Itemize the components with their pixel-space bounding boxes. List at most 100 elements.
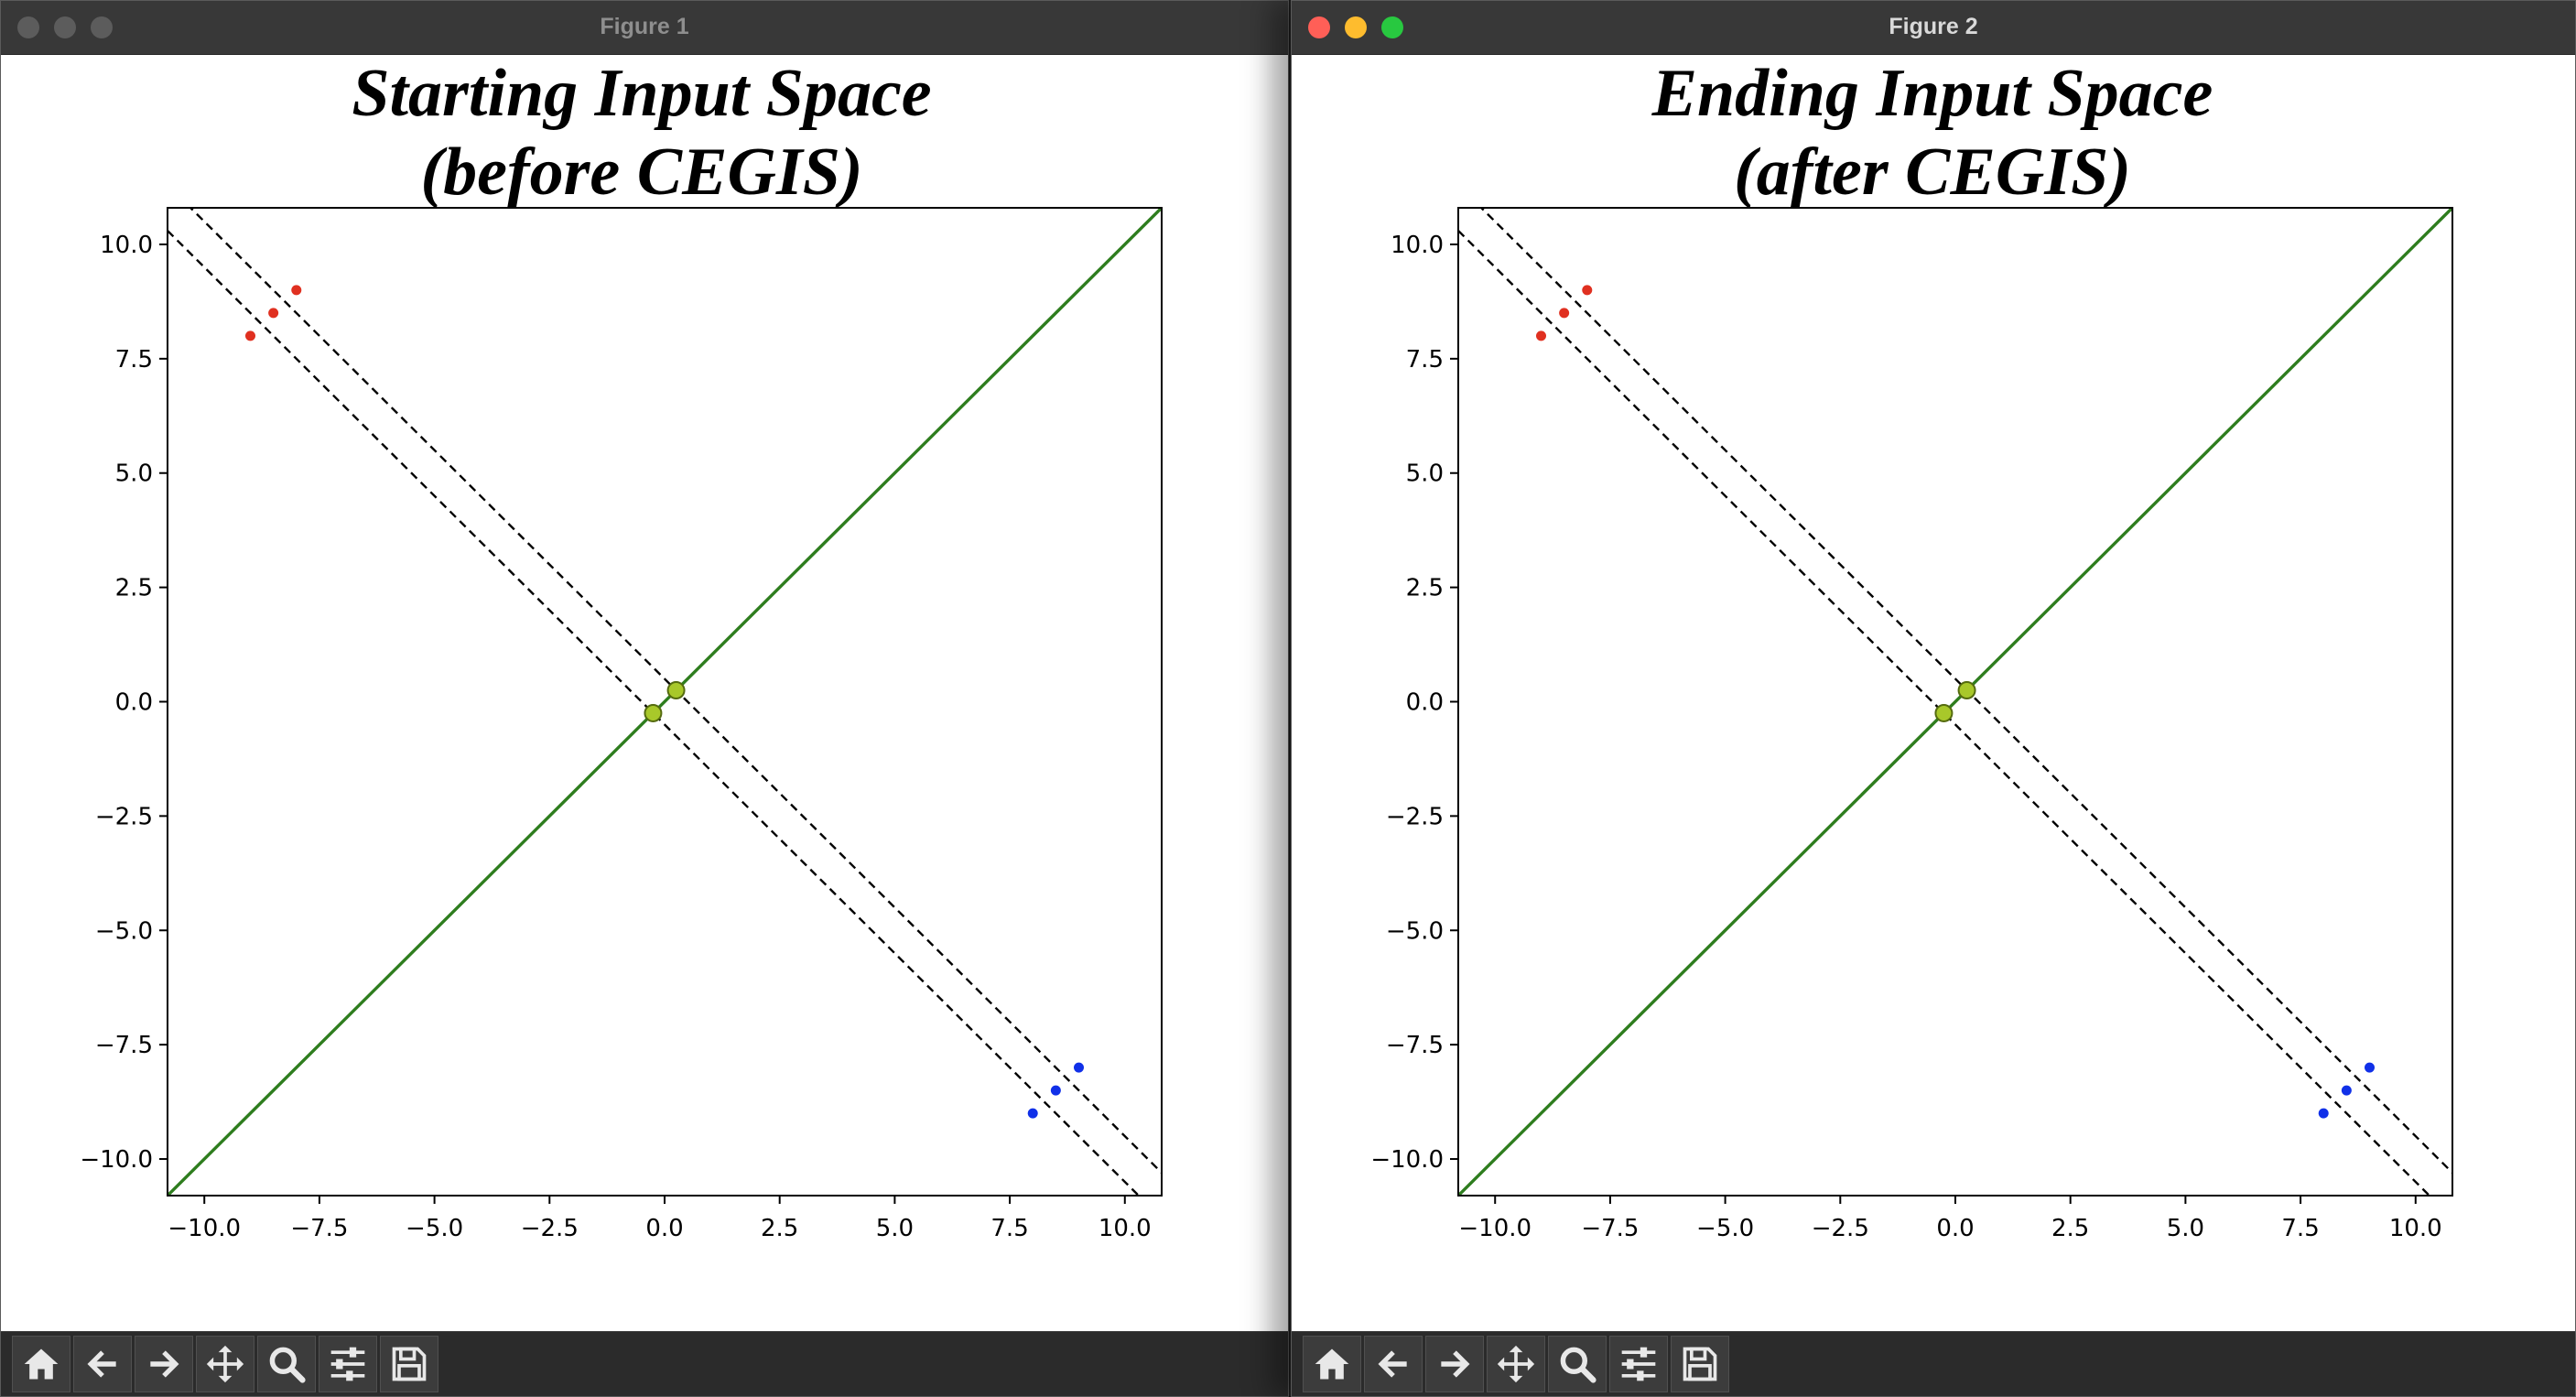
home-button[interactable]	[1303, 1336, 1361, 1392]
intersection-marker	[1957, 681, 1976, 700]
pan-button[interactable]	[196, 1336, 254, 1392]
blue-data-point	[1027, 1108, 1038, 1119]
x-tick-label: 10.0	[1099, 1215, 1152, 1242]
x-tick-label: 7.5	[990, 1215, 1028, 1242]
figure-canvas[interactable]: Ending Input Space (after CEGIS) −10.0 −7…	[1292, 55, 2575, 1332]
y-tick-label: −5.0	[95, 917, 153, 945]
red-data-point	[1536, 330, 1546, 341]
arrow-left-icon	[1373, 1344, 1413, 1384]
blue-data-point	[2318, 1108, 2329, 1119]
back-button[interactable]	[73, 1336, 132, 1392]
minimize-window-button[interactable]	[1345, 16, 1367, 38]
figure-window-2: Figure 2 Ending Input Space (after CEGIS…	[1291, 0, 2576, 1397]
scatter-chart: −10.0 −7.5 −5.0 −2.5 0.0 2.5 5.0 7.5 10.0 10.0 7.5…	[1370, 207, 2453, 1242]
configure-subplots-button[interactable]	[1609, 1336, 1668, 1392]
plot-title-line2: (after CEGIS)	[1734, 135, 2131, 210]
save-button[interactable]	[380, 1336, 438, 1392]
title-bar[interactable]: Figure 1	[1, 1, 1288, 55]
dashed-boundary-line	[1479, 208, 2452, 1174]
y-tick-label: −5.0	[1386, 917, 1444, 945]
forward-button[interactable]	[135, 1336, 193, 1392]
save-icon	[1680, 1344, 1720, 1384]
home-icon	[1312, 1344, 1352, 1384]
dashed-boundary-line	[168, 230, 1141, 1196]
blue-data-point	[2365, 1062, 2375, 1073]
intersection-marker	[666, 681, 686, 700]
x-tick-label: 10.0	[2389, 1215, 2442, 1242]
x-tick-label: −5.0	[406, 1215, 463, 1242]
green-diagonal-line	[1458, 208, 2452, 1196]
configure-subplots-button[interactable]	[319, 1336, 377, 1392]
sliders-icon	[1618, 1344, 1659, 1384]
blue-data-point	[1074, 1062, 1084, 1073]
magnifier-icon	[266, 1344, 307, 1384]
x-tick-label: −10.0	[1458, 1215, 1532, 1242]
window-title: Figure 1	[600, 14, 689, 39]
back-button[interactable]	[1364, 1336, 1423, 1392]
title-bar[interactable]: Figure 2	[1292, 1, 2575, 55]
save-button[interactable]	[1671, 1336, 1729, 1392]
y-tick-label: 0.0	[1406, 689, 1444, 717]
red-data-point	[1582, 285, 1593, 296]
x-tick-label: −5.0	[1696, 1215, 1754, 1242]
red-data-point	[1559, 308, 1570, 319]
y-tick-label: −2.5	[1386, 803, 1444, 830]
x-tick-label: −2.5	[1812, 1215, 1869, 1242]
x-tick-label: −2.5	[521, 1215, 579, 1242]
sliders-icon	[328, 1344, 368, 1384]
blue-data-point	[1050, 1085, 1061, 1096]
y-tick-label: 10.0	[100, 232, 153, 259]
move-icon	[1496, 1344, 1536, 1384]
blue-data-point	[2341, 1085, 2352, 1096]
magnifier-icon	[1557, 1344, 1597, 1384]
x-tick-label: 0.0	[645, 1215, 683, 1242]
arrow-left-icon	[82, 1344, 123, 1384]
x-tick-label: −10.0	[168, 1215, 241, 1242]
move-icon	[205, 1344, 245, 1384]
y-tick-label: −10.0	[1370, 1146, 1444, 1174]
close-window-button[interactable]	[1308, 16, 1330, 38]
x-tick-label: 5.0	[2167, 1215, 2204, 1242]
x-tick-label: 7.5	[2281, 1215, 2319, 1242]
plot-title-line2: (before CEGIS)	[420, 135, 863, 210]
y-tick-label: 10.0	[1391, 232, 1444, 259]
minimize-window-button[interactable]	[54, 16, 76, 38]
home-button[interactable]	[12, 1336, 70, 1392]
x-tick-label: 2.5	[761, 1215, 798, 1242]
y-tick-label: 0.0	[115, 689, 153, 717]
plot-title-line1: Ending Input Space	[1651, 56, 2213, 131]
y-tick-label: 7.5	[1406, 346, 1444, 374]
arrow-right-icon	[1434, 1344, 1475, 1384]
figure-window-1: Figure 1 Starting Input Space (before CE…	[0, 0, 1289, 1397]
window-title: Figure 2	[1889, 14, 1978, 39]
close-window-button[interactable]	[17, 16, 39, 38]
y-tick-label: 5.0	[1406, 460, 1444, 488]
plot-title-line1: Starting Input Space	[352, 56, 932, 131]
y-tick-label: 2.5	[1406, 575, 1444, 602]
save-icon	[389, 1344, 429, 1384]
y-tick-label: −10.0	[80, 1146, 153, 1174]
zoom-button[interactable]	[257, 1336, 316, 1392]
dashed-boundary-line	[189, 208, 1162, 1174]
x-tick-label: 0.0	[1936, 1215, 1974, 1242]
y-tick-label: 2.5	[115, 575, 153, 602]
x-tick-label: −7.5	[1581, 1215, 1639, 1242]
pan-button[interactable]	[1487, 1336, 1545, 1392]
zoom-window-button[interactable]	[1381, 16, 1403, 38]
y-tick-label: 5.0	[115, 460, 153, 488]
forward-button[interactable]	[1425, 1336, 1484, 1392]
intersection-marker	[644, 703, 663, 722]
y-tick-label: −7.5	[95, 1032, 153, 1059]
y-tick-label: 7.5	[115, 346, 153, 374]
x-tick-label: 2.5	[2051, 1215, 2089, 1242]
arrow-right-icon	[144, 1344, 184, 1384]
figure-canvas[interactable]: Starting Input Space (before CEGIS) −10.…	[1, 55, 1288, 1332]
red-data-point	[268, 308, 279, 319]
zoom-button[interactable]	[1548, 1336, 1607, 1392]
dashed-boundary-line	[1458, 230, 2431, 1196]
zoom-window-button[interactable]	[91, 16, 113, 38]
x-tick-label: −7.5	[290, 1215, 348, 1242]
y-tick-label: −2.5	[95, 803, 153, 830]
red-data-point	[291, 285, 302, 296]
x-tick-label: 5.0	[876, 1215, 914, 1242]
